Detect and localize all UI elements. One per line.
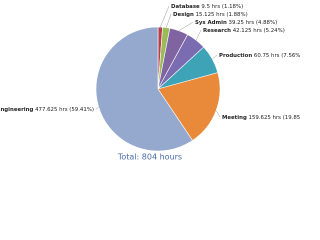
slice-name: Research <box>203 28 231 34</box>
data-label: Database 9.5 hrs (1.18%) <box>171 4 243 10</box>
leader-line <box>215 110 221 118</box>
slice-name: Database <box>171 4 200 10</box>
value-label: 60.75 hrs (7.56%) <box>254 53 300 59</box>
data-label: Design 15.125 hrs (1.88%) <box>173 12 248 18</box>
slice-name: Meeting <box>222 115 247 121</box>
data-label: Engineering 477.625 hrs (59.41%) <box>0 107 94 113</box>
total-label: Total: 804 hours <box>117 153 182 162</box>
leader-line <box>195 29 202 41</box>
value-label: 39.25 hrs (4.88%) <box>229 20 278 26</box>
data-label: Sys Admin 39.25 hrs (4.88%) <box>195 20 277 26</box>
slice-name: Sys Admin <box>195 20 227 26</box>
value-label: 159.625 hrs (19.85%) <box>249 115 300 121</box>
slice-name: Design <box>173 12 194 18</box>
value-label: 9.5 hrs (1.18%) <box>201 4 243 10</box>
data-label: Production 60.75 hrs (7.56%) <box>219 53 300 59</box>
value-label: 477.625 hrs (59.41%) <box>35 107 94 113</box>
leader-line <box>95 106 99 110</box>
leader-line <box>160 5 170 28</box>
leader-line <box>212 54 218 60</box>
data-label: Meeting 159.625 hrs (19.85%) <box>222 115 300 121</box>
value-label: 42.125 hrs (5.24%) <box>233 28 285 34</box>
chart: Total: 804 hours Database 9.5 hrs (1.18%… <box>0 4 300 162</box>
leader-line <box>166 13 172 28</box>
pie-slice <box>95 26 193 152</box>
slice-name: Production <box>219 53 252 59</box>
value-label: 15.125 hrs (1.88%) <box>196 12 248 18</box>
data-label: Research 42.125 hrs (5.24%) <box>203 28 285 34</box>
slice-name: Engineering <box>0 107 33 113</box>
leader-line <box>178 21 194 31</box>
